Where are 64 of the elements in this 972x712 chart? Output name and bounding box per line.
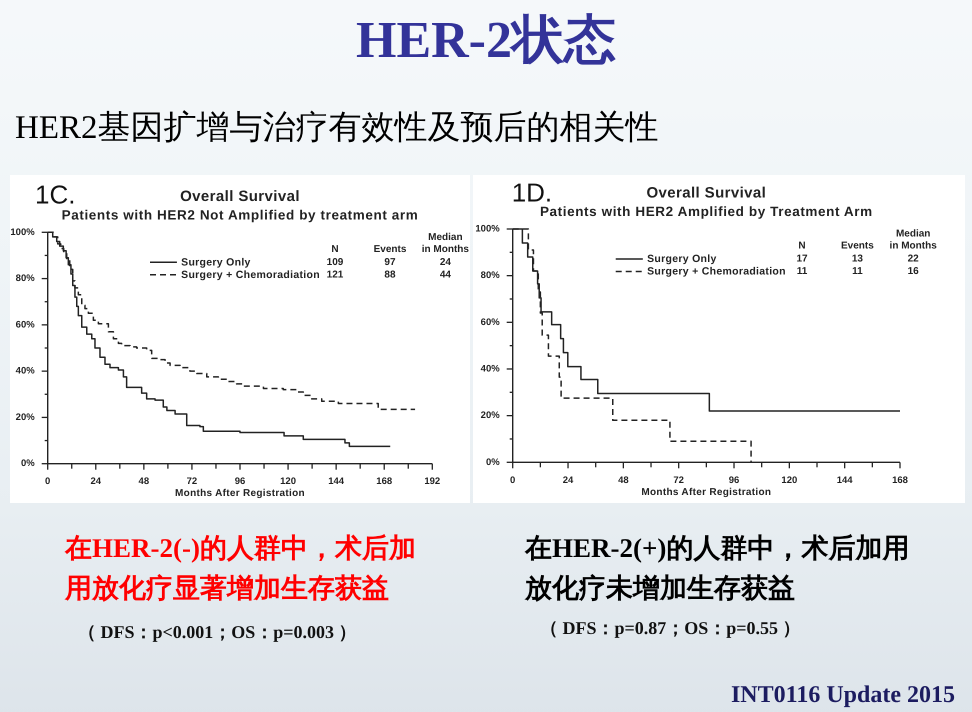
annotation: N: [798, 240, 806, 252]
annotation: 11: [796, 266, 808, 277]
x-tick-label: 72: [186, 476, 198, 488]
chart-title: Overall Survival: [646, 184, 766, 202]
x-tick-label: 192: [424, 476, 440, 488]
chart-title: Overall Survival: [180, 188, 300, 205]
x-tick-label: 72: [673, 474, 684, 486]
x-tick-label: 168: [892, 474, 908, 486]
annotation: 13: [852, 254, 864, 264]
legend-label: Surgery Only: [647, 253, 717, 265]
annotation: 109: [326, 256, 344, 268]
y-tick-label: 20%: [16, 412, 36, 423]
y-tick-label: 100%: [475, 224, 500, 234]
chart-subtitle: Patients with HER2 Not Amplified by treatment arm: [62, 207, 418, 222]
text: 1C.: [35, 180, 76, 210]
text: HER-2状态: [355, 11, 617, 71]
text: 24: [440, 256, 452, 268]
legend-label: Surgery + Chemoradiation: [647, 266, 786, 278]
annotation: 11: [852, 266, 864, 277]
y-tick-label: 60%: [16, 319, 36, 330]
x-tick-label: 96: [234, 476, 246, 488]
annotation: Events: [374, 244, 407, 255]
annotation: 88: [384, 269, 396, 280]
text: 16: [908, 266, 920, 277]
x-axis-title: Months After Registration: [175, 488, 305, 500]
y-tick-label: 100%: [10, 226, 36, 238]
y-tick-label: 40%: [16, 366, 36, 377]
x-tick-label: 144: [836, 474, 854, 486]
x-tick-label: 0: [510, 474, 516, 486]
x-tick-label: 48: [138, 476, 150, 488]
legend-label: Surgery Only: [181, 256, 251, 268]
annotation: Median in Months: [422, 232, 470, 255]
legend-label: Surgery + Chemoradiation: [181, 268, 320, 281]
y-tick-label: 80%: [480, 270, 500, 282]
annotation: N: [331, 244, 339, 255]
text: 在HER-2(+)的人群中，术后加用放化疗未增加生存获益: [525, 532, 910, 605]
text: 44: [440, 269, 452, 280]
x-tick-label: 0: [45, 476, 50, 488]
text: 22: [908, 254, 920, 264]
text: （ DFS：p<0.001；OS：p=0.003 ）: [78, 621, 357, 644]
text: HER2基因扩增与治疗有效性及预后的相关性: [15, 109, 658, 148]
x-tick-label: 96: [728, 474, 740, 486]
annotation: Median in Months: [890, 228, 938, 252]
y-tick-label: 20%: [480, 410, 500, 422]
x-tick-label: 144: [328, 476, 345, 488]
text: INT0116 Update 2015: [730, 681, 955, 709]
text: 在HER-2(-)的人群中，术后加用放化疗显著增加生存获益: [65, 532, 417, 605]
y-tick-label: 40%: [480, 363, 500, 374]
y-tick-label: 60%: [480, 316, 500, 328]
y-tick-label: 80%: [16, 273, 36, 284]
x-tick-label: 120: [280, 476, 296, 488]
annotation: 97: [384, 256, 396, 268]
x-tick-label: 24: [562, 474, 574, 486]
x-tick-label: 24: [90, 476, 102, 488]
y-tick-label: 0%: [486, 456, 500, 468]
x-axis-title: Months After Registration: [641, 486, 772, 498]
annotation: 17: [796, 254, 808, 264]
annotation: 121: [326, 269, 344, 280]
annotation: Events: [841, 240, 874, 252]
x-tick-label: 48: [618, 474, 629, 486]
x-tick-label: 168: [376, 476, 392, 488]
x-tick-label: 120: [781, 474, 798, 486]
text: （ DFS：p=0.87；OS：p=0.55 ）: [540, 617, 801, 640]
y-tick-label: 0%: [20, 458, 36, 470]
